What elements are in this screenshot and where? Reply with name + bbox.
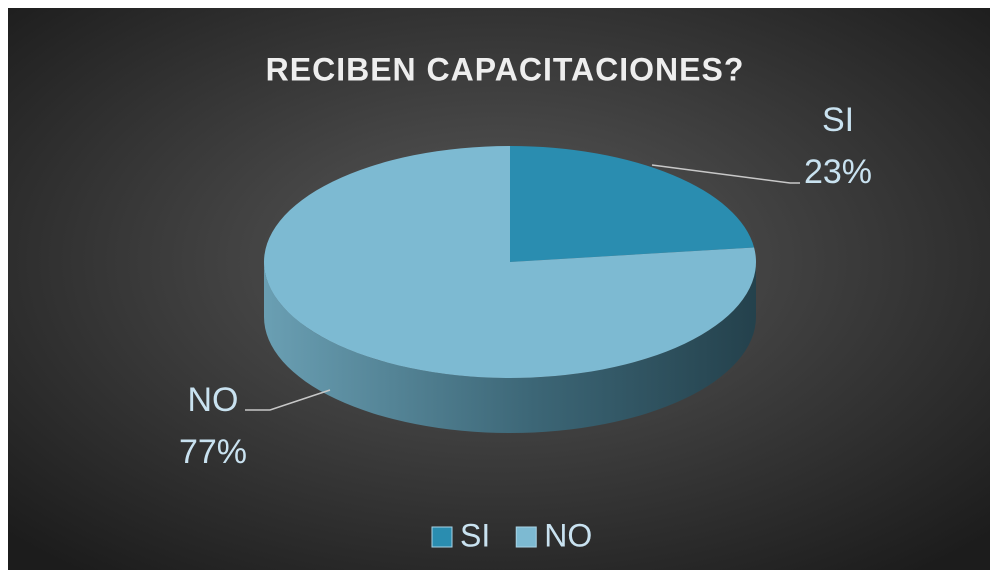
leader-line xyxy=(651,164,800,184)
pie-slice xyxy=(264,146,756,378)
legend-label: SI xyxy=(460,517,490,553)
pie-slice xyxy=(510,146,755,262)
data-label: 23% xyxy=(804,153,872,191)
chart-title: RECIBEN CAPACITACIONES? xyxy=(266,51,745,87)
data-label-category: SI xyxy=(822,101,854,139)
data-label: 77% xyxy=(179,433,247,471)
leader-line xyxy=(245,389,331,411)
legend-swatch xyxy=(515,526,537,548)
data-label-category: NO xyxy=(188,381,239,419)
legend-label: NO xyxy=(544,517,592,553)
legend-swatch xyxy=(431,526,453,548)
pie-side xyxy=(264,262,756,433)
